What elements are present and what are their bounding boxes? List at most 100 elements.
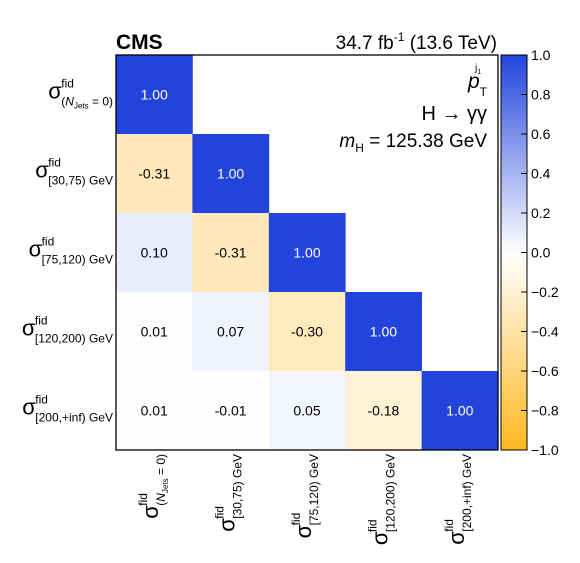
colorbar-tick-label: −1.0 <box>531 442 559 458</box>
svg-text:[75,120) GeV: [75,120) GeV <box>307 454 321 525</box>
svg-text:[120,200) GeV: [120,200) GeV <box>383 454 397 532</box>
heatmap-cell-4-3 <box>345 371 422 451</box>
svg-text:(NJets = 0): (NJets = 0) <box>61 95 113 111</box>
heatmap-cell-3-1 <box>192 292 270 372</box>
colorbar-tick-label: 0.6 <box>531 126 551 142</box>
colorbar-tick-label: 0.4 <box>531 166 551 182</box>
cell-value-label: 1.00 <box>217 166 244 182</box>
cell-value-label: -0.18 <box>367 403 399 419</box>
heatmap-cell-1-1 <box>192 134 270 214</box>
svg-text:σ: σ <box>48 79 62 104</box>
svg-text:fid: fid <box>442 519 456 532</box>
y-axis-label-4: σ fid [200,+inf) GeV <box>22 393 113 425</box>
y-axis-label-2: σ fid [75,120) GeV <box>29 235 113 267</box>
svg-text:[30,75) GeV: [30,75) GeV <box>48 174 113 188</box>
colorbar-tick-label: −0.4 <box>531 324 559 340</box>
svg-text:fid: fid <box>289 513 303 526</box>
heatmap-cell-2-0 <box>116 213 193 293</box>
colorbar-tick-label: 0.8 <box>531 87 551 103</box>
colorbar-tick-label: −0.2 <box>531 284 559 300</box>
cell-value-label: -0.30 <box>291 324 323 340</box>
lumi-energy-label: 34.7 fb-1 (13.6 TeV) <box>336 30 497 54</box>
colorbar-tick-label: −0.6 <box>531 363 559 379</box>
svg-text:σ: σ <box>215 518 240 532</box>
cell-value-label: 0.10 <box>141 245 168 261</box>
svg-text:[200,+inf) GeV: [200,+inf) GeV <box>35 411 113 425</box>
cell-value-label: 1.00 <box>370 324 397 340</box>
cell-value-label: 0.07 <box>217 324 244 340</box>
svg-text:[120,200) GeV: [120,200) GeV <box>35 332 113 346</box>
svg-text:σ: σ <box>22 316 36 341</box>
svg-text:σ: σ <box>35 158 49 183</box>
heatmap-cell-3-3 <box>345 292 422 372</box>
cell-value-label: -0.31 <box>138 166 170 182</box>
observable-label: pT <box>467 70 488 99</box>
heatmap-cell-2-1 <box>192 213 270 293</box>
heatmap-cell-2-2 <box>268 213 346 293</box>
heatmap-cell-0-0 <box>116 55 193 135</box>
y-axis-label-3: σ fid [120,200) GeV <box>22 314 113 346</box>
heatmap-cells <box>116 55 499 451</box>
y-axis-label-1: σ fid [30,75) GeV <box>35 156 113 188</box>
svg-text:fid: fid <box>48 156 61 170</box>
heatmap-cell-4-2 <box>268 371 346 451</box>
svg-text:fid: fid <box>42 235 55 249</box>
cell-value-label: -0.31 <box>215 245 247 261</box>
colorbar-tick-label: −0.8 <box>531 403 559 419</box>
svg-text:[75,120) GeV: [75,120) GeV <box>42 253 113 267</box>
svg-text:fid: fid <box>61 77 74 91</box>
svg-text:fid: fid <box>213 506 227 519</box>
cell-value-label: 1.00 <box>293 245 320 261</box>
heatmap-cell-4-4 <box>421 371 499 451</box>
y-axis-label-0: σ fid (NJets = 0) <box>48 77 113 111</box>
svg-text:σ: σ <box>22 395 36 420</box>
svg-text:σ: σ <box>291 524 316 538</box>
experiment-label: CMS <box>116 31 163 54</box>
colorbar-tick-label: 1.0 <box>531 47 551 63</box>
cell-value-label: 1.00 <box>446 403 473 419</box>
observable-superscript: j1 <box>474 63 481 76</box>
colorbar-ticks: 1.0 0.8 0.6 0.4 0.2 0.0 −0.2 −0.4 −0.6 −0.8 −1.0 <box>521 47 559 458</box>
svg-text:σ: σ <box>138 505 163 519</box>
mass-label: mH = 125.38 GeV <box>339 131 487 155</box>
svg-text:fid: fid <box>136 493 150 506</box>
svg-text:(NJets = 0): (NJets = 0) <box>154 454 170 506</box>
colorbar: 1.0 0.8 0.6 0.4 0.2 0.0 −0.2 −0.4 −0.6 −0.8 −1.0 <box>500 47 559 458</box>
svg-text:fid: fid <box>365 519 379 532</box>
svg-text:σ: σ <box>444 531 469 545</box>
svg-text:fid: fid <box>35 393 48 407</box>
svg-text:σ: σ <box>367 531 392 545</box>
svg-text:fid: fid <box>35 314 48 328</box>
svg-text:[30,75) GeV: [30,75) GeV <box>231 454 245 519</box>
svg-text:σ: σ <box>29 237 43 262</box>
cell-value-label: 1.00 <box>141 87 168 103</box>
heatmap-cell-3-0 <box>116 292 193 372</box>
cell-value-label: 0.05 <box>293 403 320 419</box>
svg-text:[200,+inf) GeV: [200,+inf) GeV <box>460 454 474 532</box>
heatmap-cell-4-0 <box>116 371 193 451</box>
channel-label: H → γγ <box>421 103 487 125</box>
cell-value-label: 0.01 <box>141 324 168 340</box>
heatmap-cell-4-1 <box>192 371 270 451</box>
colorbar-tick-label: 0.2 <box>531 205 551 221</box>
heatmap-cell-3-2 <box>268 292 346 372</box>
cell-value-label: 0.01 <box>141 403 168 419</box>
cell-value-label: -0.01 <box>215 403 247 419</box>
heatmap-cell-labels: 1.00 -0.31 1.00 0.10 -0.31 1.00 0.01 0.07 -0.30 1… <box>138 87 473 419</box>
plot-frame <box>115 54 499 451</box>
heatmap-cell-1-0 <box>116 134 193 214</box>
colorbar-tick-label: 0.0 <box>531 245 551 261</box>
